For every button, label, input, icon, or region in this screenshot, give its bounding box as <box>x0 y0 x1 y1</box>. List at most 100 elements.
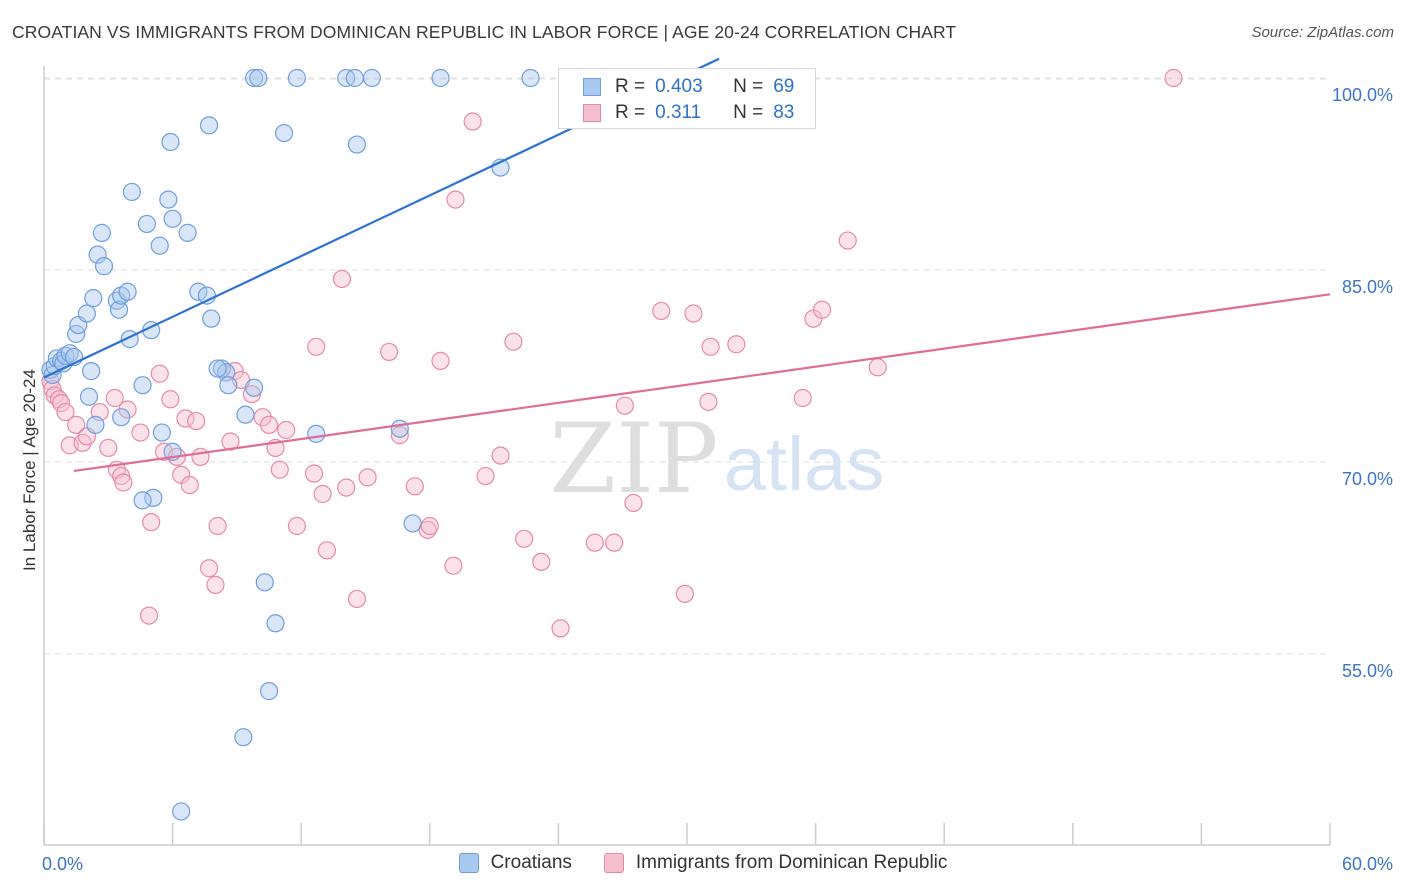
data-point <box>347 135 367 154</box>
data-point <box>838 231 857 250</box>
data-point <box>172 802 191 821</box>
x-tick-label-min: 0.0% <box>42 854 83 874</box>
data-point <box>347 589 367 609</box>
data-point <box>133 376 152 395</box>
data-point <box>161 390 180 409</box>
data-point <box>313 484 332 504</box>
stats-legend: R = 0.403 N = 69 R = 0.311 N = 83 <box>558 68 816 129</box>
legend-swatch-dominican <box>603 853 624 873</box>
data-point <box>259 682 279 701</box>
y-axis-label: In Labor Force | Age 20-24 <box>20 369 39 571</box>
data-point <box>675 584 694 603</box>
data-point <box>812 300 832 319</box>
data-point <box>420 516 439 536</box>
legend-item-croatians[interactable]: Croatians <box>458 852 572 874</box>
data-point <box>277 420 296 440</box>
data-point <box>379 342 399 362</box>
axes-layer <box>43 66 1331 846</box>
data-point <box>112 408 131 427</box>
data-point <box>699 392 718 411</box>
data-point <box>122 182 141 202</box>
data-point <box>159 190 178 209</box>
data-point <box>868 358 887 377</box>
data-point <box>163 209 182 228</box>
data-point <box>585 533 604 552</box>
tick-labels: 55.0% 70.0% 85.0% 100.0% 0.0% 60.0% <box>42 85 1393 874</box>
data-point <box>236 405 255 424</box>
data-point <box>390 426 409 445</box>
data-point <box>139 606 159 625</box>
data-point <box>82 362 101 381</box>
data-point <box>199 559 219 578</box>
data-point <box>652 301 671 321</box>
data-point <box>152 423 171 442</box>
data-point <box>476 466 495 486</box>
data-point <box>317 541 337 560</box>
data-point <box>67 415 86 434</box>
data-point <box>405 477 424 496</box>
data-point <box>114 473 133 492</box>
legend-r-label: R = <box>615 102 646 123</box>
data-point <box>304 464 324 483</box>
legend-n-label: N = <box>733 102 764 123</box>
data-point <box>701 337 720 356</box>
data-point <box>444 556 463 575</box>
watermark: ZIP atlas <box>549 403 884 515</box>
y-tick-label-70: 70.0% <box>1342 469 1393 489</box>
data-point <box>131 423 150 442</box>
data-point <box>244 68 264 88</box>
legend-n-label: N = <box>733 76 764 97</box>
data-point <box>99 438 118 458</box>
data-point <box>206 575 225 594</box>
data-point <box>150 364 169 383</box>
data-point <box>615 396 634 415</box>
data-point <box>92 223 111 242</box>
data-point <box>208 359 227 378</box>
data-point <box>244 378 264 397</box>
data-point <box>274 123 294 143</box>
x-tick-label-max: 60.0% <box>1342 854 1393 874</box>
data-point <box>624 493 643 513</box>
data-point <box>307 337 326 356</box>
y-tick-label-85: 85.0% <box>1342 277 1393 297</box>
data-point <box>463 112 482 131</box>
data-point <box>77 304 96 323</box>
data-point <box>259 415 279 434</box>
data-point <box>431 351 450 370</box>
data-point <box>189 282 208 301</box>
blue-points <box>41 68 752 821</box>
data-point <box>178 223 197 242</box>
data-point <box>191 447 210 466</box>
trend-line-dominican <box>73 293 1331 473</box>
data-point <box>84 289 103 308</box>
data-point <box>249 68 268 88</box>
data-point <box>180 475 199 495</box>
data-point <box>202 309 221 328</box>
data-point <box>431 68 450 88</box>
data-point <box>118 282 137 301</box>
data-point <box>137 214 156 234</box>
data-point <box>176 409 195 428</box>
legend-r-label: R = <box>615 76 646 97</box>
legend-item-dominican[interactable]: Immigrants from Dominican Republic <box>603 852 948 874</box>
data-point <box>605 533 624 552</box>
legend-swatch-croatians <box>458 853 479 873</box>
data-point <box>56 402 75 422</box>
data-point <box>287 68 307 88</box>
pink-points <box>41 68 1183 638</box>
y-tick-label-55: 55.0% <box>1342 661 1393 681</box>
series-legend: Croatians Immigrants from Dominican Repu… <box>0 852 1406 874</box>
legend-label-croatians: Croatians <box>490 852 572 873</box>
legend-swatch-pink <box>583 104 601 122</box>
data-point <box>332 269 352 289</box>
data-point <box>199 116 219 135</box>
data-point <box>446 190 465 209</box>
data-point <box>208 516 227 536</box>
legend-label-dominican: Immigrants from Dominican Republic <box>635 852 948 873</box>
data-point <box>727 335 746 354</box>
data-point <box>362 68 382 88</box>
data-point <box>150 236 169 255</box>
data-point <box>187 411 206 431</box>
data-point <box>287 516 307 536</box>
chart-title: CROATIAN VS IMMIGRANTS FROM DOMINICAN RE… <box>12 22 957 42</box>
